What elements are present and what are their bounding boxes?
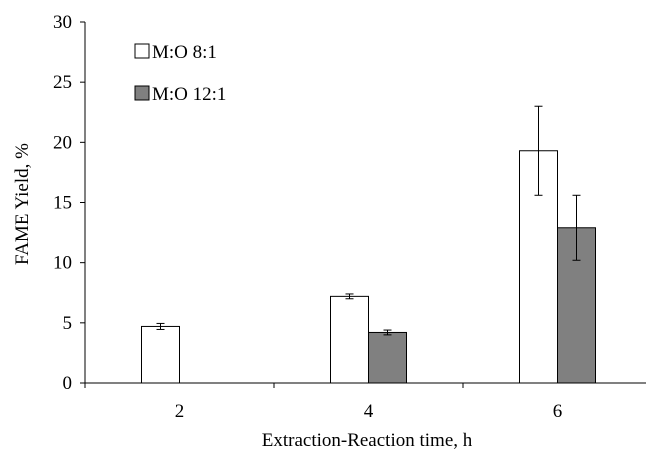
y-tick-label-5: 5	[63, 313, 73, 334]
legend-swatch-series1	[134, 43, 150, 59]
x-tick-label-6: 6	[553, 401, 563, 422]
legend-label-series2: M:O 12:1	[152, 84, 226, 105]
axes-layer: 0 5 10 15 20 25 30 2 4 6	[53, 12, 646, 422]
y-tick-label-30: 30	[53, 12, 72, 33]
y-tick-label-10: 10	[53, 253, 72, 274]
y-axis-title: FAME Yield, %	[12, 143, 33, 265]
legend: M:O 8:1 M:O 12:1	[134, 42, 226, 105]
bar-series1-4	[330, 295, 369, 384]
y-tick-label-0: 0	[63, 373, 73, 394]
legend-label-series1: M:O 8:1	[152, 42, 217, 63]
bar-series2-4	[368, 331, 407, 384]
x-tick-label-4: 4	[364, 401, 374, 422]
error-bars-layer	[156, 105, 581, 336]
legend-swatch-series2	[134, 85, 150, 101]
x-axis-title: Extraction-Reaction time, h	[262, 430, 473, 451]
y-tick-label-20: 20	[53, 132, 72, 153]
x-tick-label-2: 2	[175, 401, 185, 422]
bars-layer	[141, 150, 596, 384]
y-tick-label-15: 15	[53, 193, 72, 214]
y-tick-label-25: 25	[53, 72, 72, 93]
bar-series1-2	[141, 325, 180, 384]
